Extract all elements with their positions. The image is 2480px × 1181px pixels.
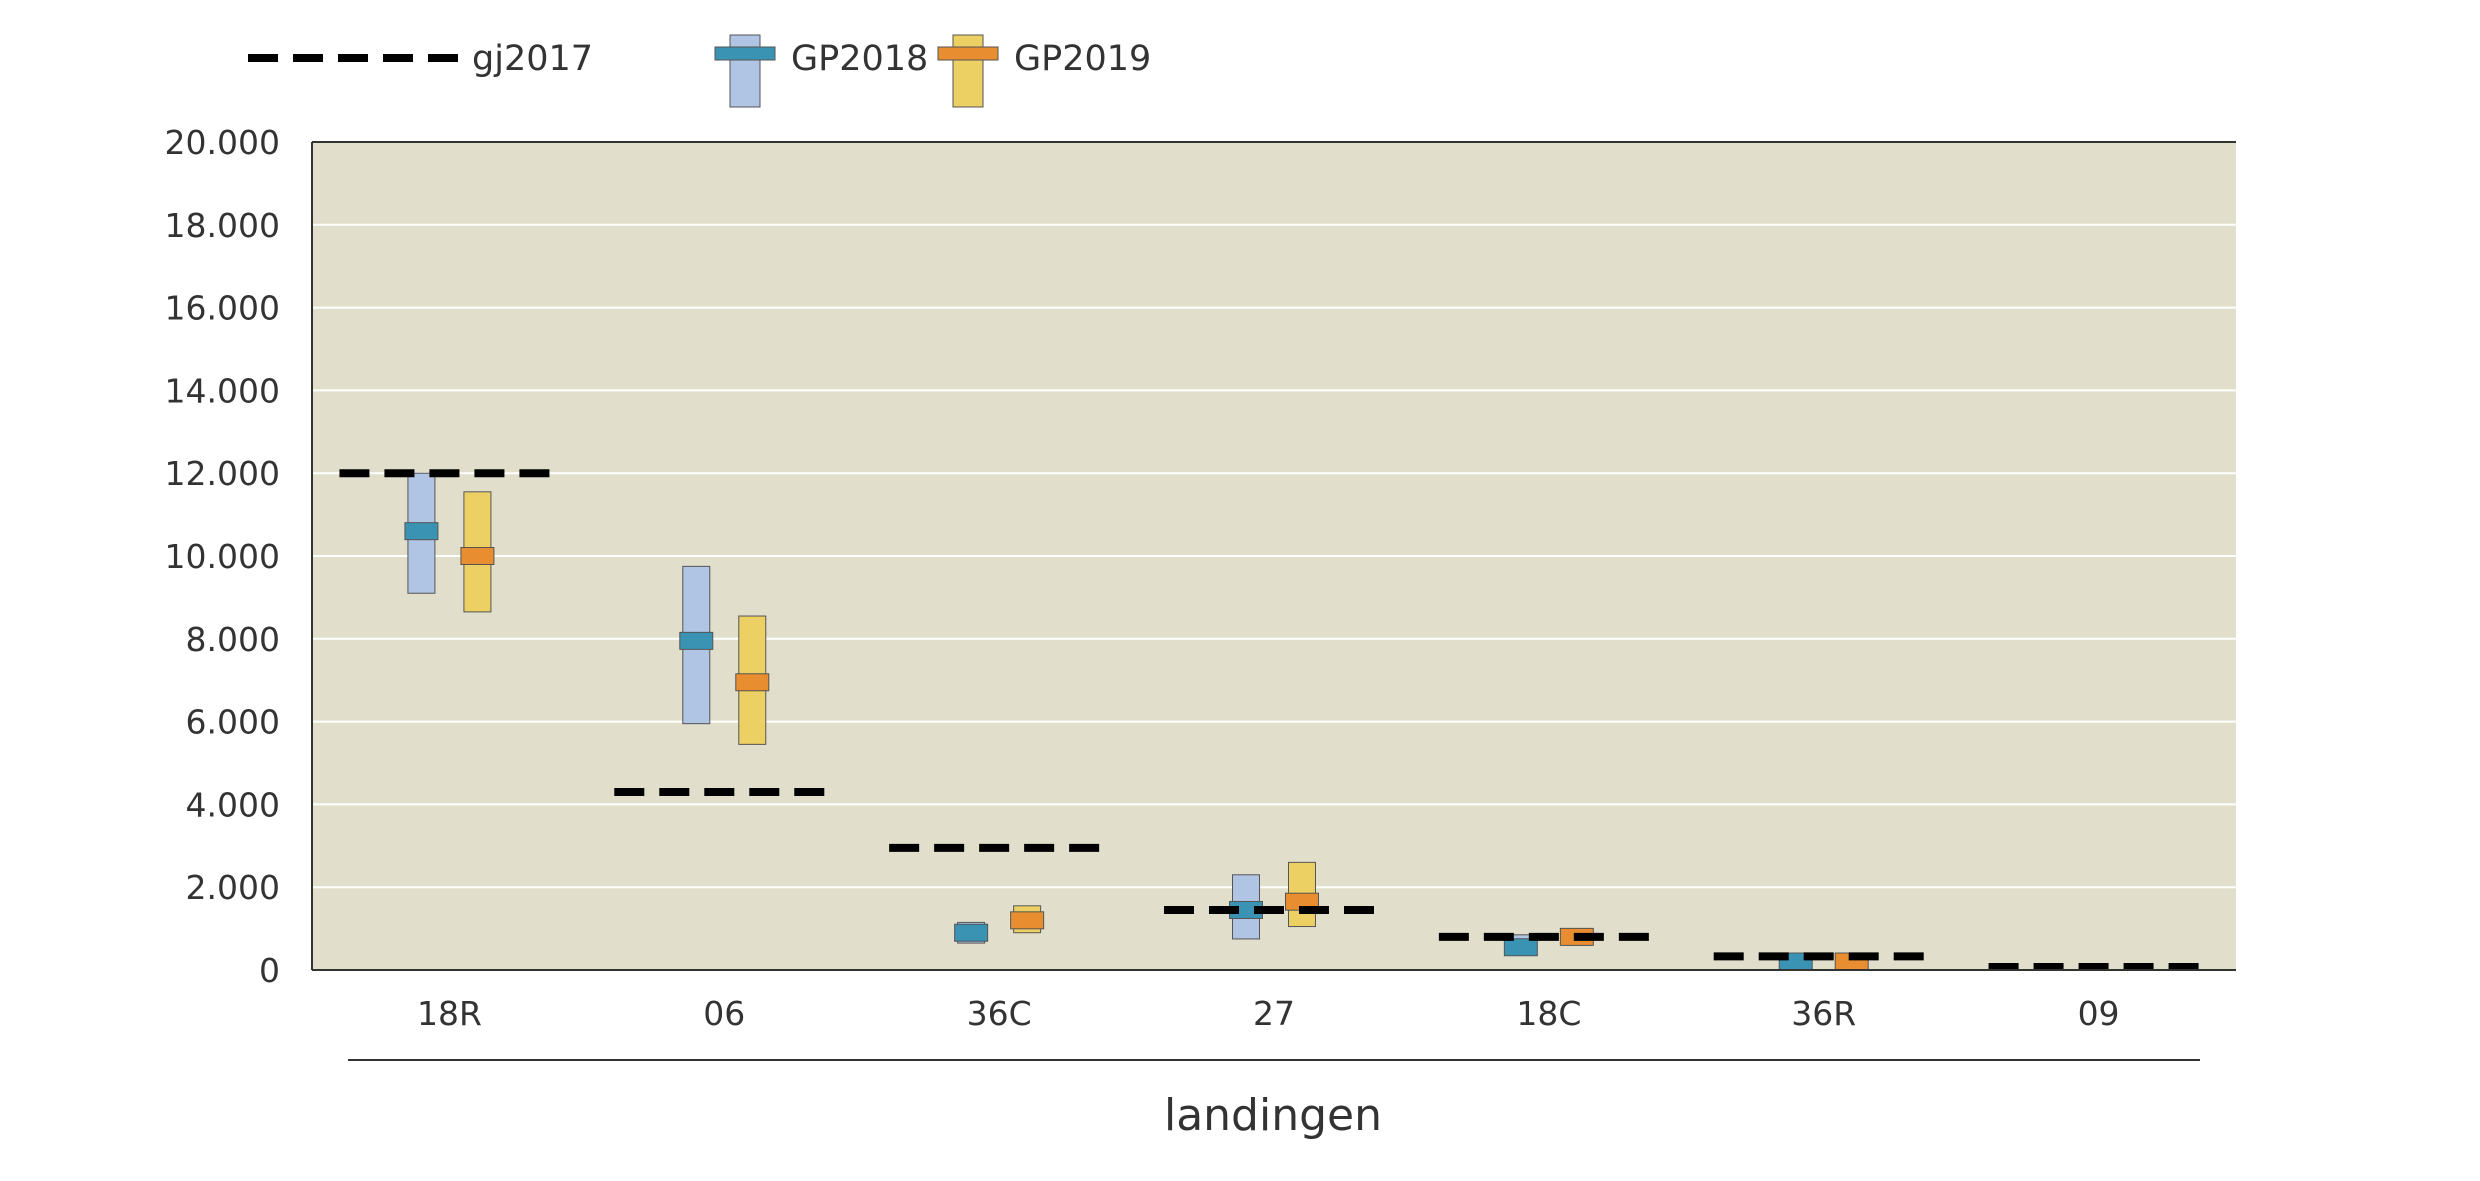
median-marker-gp2018 — [679, 631, 714, 650]
y-tick-label: 0 — [259, 951, 280, 990]
x-tick-label: 36C — [967, 994, 1032, 1033]
median-marker-gp2019 — [735, 673, 770, 692]
y-tick-label: 4.000 — [186, 785, 280, 824]
x-tick-label: 36R — [1791, 994, 1856, 1033]
legend-label-gp2019: GP2019 — [1014, 39, 1151, 79]
x-tick-label: 09 — [2078, 994, 2120, 1033]
median-marker-gp2018 — [1503, 938, 1538, 957]
y-tick-label: 18.000 — [165, 206, 280, 245]
x-tick-label: 18C — [1516, 994, 1581, 1033]
legend-swatch-median-gp2018 — [714, 46, 776, 61]
legend-swatch-range-gp2018 — [729, 34, 761, 108]
median-marker-gp2019 — [1010, 911, 1045, 930]
y-tick-label: 6.000 — [186, 703, 280, 742]
legend-label-gj2017: gj2017 — [472, 39, 593, 79]
y-tick-label: 16.000 — [165, 289, 280, 328]
x-tick-label: 18R — [417, 994, 482, 1033]
x-tick-label: 27 — [1253, 994, 1295, 1033]
y-tick-label: 20.000 — [165, 123, 280, 162]
x-tick-label: 06 — [703, 994, 745, 1033]
x-axis-title: landingen — [1164, 1090, 1382, 1141]
median-marker-gp2018 — [404, 522, 439, 541]
legend-label-gp2018: GP2018 — [791, 39, 928, 79]
y-tick-label: 10.000 — [165, 537, 280, 576]
legend-swatch-median-gp2019 — [937, 46, 999, 61]
median-marker-gp2018 — [954, 923, 989, 942]
y-tick-label: 14.000 — [165, 371, 280, 410]
y-tick-label: 12.000 — [165, 454, 280, 493]
y-tick-label: 2.000 — [186, 868, 280, 907]
y-tick-label: 8.000 — [186, 620, 280, 659]
legend-swatch-range-gp2019 — [952, 34, 984, 108]
median-marker-gp2019 — [460, 547, 495, 565]
